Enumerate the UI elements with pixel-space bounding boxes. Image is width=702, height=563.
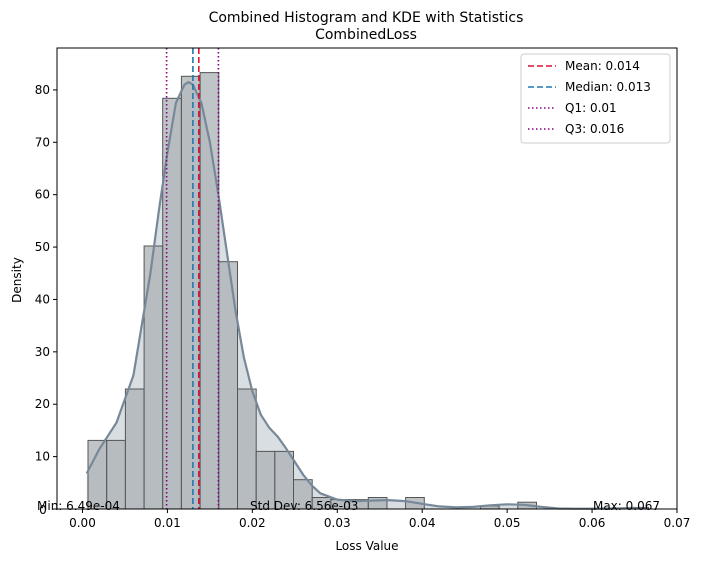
annotation-std: Std Dev: 6.56e-03 [250,499,358,513]
y-tick-label: 80 [35,83,50,97]
y-axis-label: Density [10,257,24,303]
x-tick-label: 0.02 [239,516,266,530]
x-tick-label: 0.05 [494,516,521,530]
legend-label: Q3: 0.016 [565,122,624,136]
x-tick-label: 0.00 [69,516,96,530]
annotation-min: Min: 6.49e-04 [37,499,120,513]
histogram-bar [124,388,145,510]
legend-box [520,53,671,144]
x-ticks: 0.00 0.01 0.02 0.03 0.04 0.05 0.06 0.07 [69,509,690,530]
kde-line [85,81,648,510]
chart-title: Combined Histogram and KDE with Statisti… [209,10,524,26]
x-tick-label: 0.01 [154,516,181,530]
stat-lines [165,48,220,509]
legend-label: Median: 0.013 [565,80,651,94]
histogram-bar [143,245,164,510]
legend: Mean: 0.014 Median: 0.013 Q1: 0.01 Q3: 0.01… [520,53,671,144]
y-tick-label: 40 [35,292,50,306]
annotation-zero: 0 [39,503,47,517]
chart-subtitle: CombinedLoss [315,27,417,43]
plot-area [85,48,650,510]
x-tick-label: 0.04 [409,516,436,530]
x-tick-label: 0.06 [579,516,606,530]
x-tick-label: 0.07 [664,516,691,530]
x-axis-label: Loss Value [335,539,398,553]
y-tick-label: 70 [35,135,50,149]
y-tick-label: 30 [35,345,50,359]
legend-label: Mean: 0.014 [565,59,640,73]
annotation-max: Max: 0.067 [593,499,660,513]
axes-frame [56,47,678,510]
legend-label: Q1: 0.01 [565,101,617,115]
y-tick-label: 20 [35,397,50,411]
x-tick-label: 0.03 [324,516,351,530]
histogram-bar [237,388,257,510]
y-ticks: 10 20 30 40 50 60 70 80 [35,83,57,510]
y-tick-label: 50 [35,240,50,254]
y-tick-label: 60 [35,188,50,202]
y-tick-label: 10 [35,450,50,464]
histogram-bar [180,75,201,510]
